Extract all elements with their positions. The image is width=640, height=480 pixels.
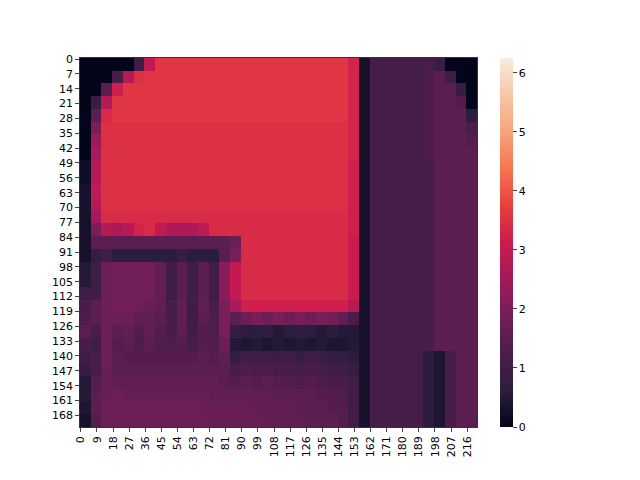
svg-text:28: 28 [59, 112, 73, 125]
svg-text:54: 54 [171, 436, 184, 450]
svg-text:90: 90 [235, 436, 248, 450]
svg-text:126: 126 [300, 436, 313, 457]
svg-text:147: 147 [52, 365, 73, 378]
svg-text:198: 198 [429, 436, 442, 457]
svg-text:45: 45 [155, 436, 168, 450]
svg-text:36: 36 [139, 436, 152, 450]
svg-text:171: 171 [380, 436, 393, 457]
svg-text:70: 70 [59, 201, 73, 214]
svg-text:108: 108 [268, 436, 281, 457]
svg-text:4: 4 [519, 185, 526, 198]
svg-text:1: 1 [519, 362, 526, 375]
svg-text:98: 98 [59, 261, 73, 274]
svg-text:3: 3 [519, 244, 526, 257]
svg-text:56: 56 [59, 172, 73, 185]
svg-text:0: 0 [66, 53, 73, 66]
svg-text:140: 140 [52, 350, 73, 363]
svg-text:91: 91 [59, 246, 73, 259]
svg-text:112: 112 [52, 290, 73, 303]
svg-text:144: 144 [332, 436, 345, 457]
svg-text:126: 126 [52, 320, 73, 333]
svg-text:119: 119 [52, 305, 73, 318]
svg-text:6: 6 [519, 67, 526, 80]
svg-text:7: 7 [66, 68, 73, 81]
svg-text:117: 117 [284, 436, 297, 457]
svg-text:207: 207 [445, 436, 458, 457]
svg-text:180: 180 [396, 436, 409, 457]
svg-text:72: 72 [203, 436, 216, 450]
svg-text:63: 63 [187, 436, 200, 450]
svg-text:63: 63 [59, 187, 73, 200]
svg-text:153: 153 [348, 436, 361, 457]
svg-text:0: 0 [74, 436, 87, 443]
svg-text:135: 135 [316, 436, 329, 457]
svg-text:0: 0 [519, 421, 526, 434]
svg-text:161: 161 [52, 394, 73, 407]
svg-text:162: 162 [364, 436, 377, 457]
svg-text:14: 14 [59, 83, 73, 96]
svg-text:154: 154 [52, 380, 73, 393]
svg-text:49: 49 [59, 157, 73, 170]
svg-text:2: 2 [519, 303, 526, 316]
svg-text:216: 216 [461, 436, 474, 457]
svg-text:9: 9 [91, 436, 104, 443]
svg-text:5: 5 [519, 126, 526, 139]
svg-text:133: 133 [52, 335, 73, 348]
svg-text:35: 35 [59, 127, 73, 140]
svg-text:42: 42 [59, 142, 73, 155]
svg-text:21: 21 [59, 97, 73, 110]
svg-text:189: 189 [412, 436, 425, 457]
svg-text:18: 18 [107, 436, 120, 450]
svg-text:84: 84 [59, 231, 73, 244]
svg-text:168: 168 [52, 409, 73, 422]
svg-text:81: 81 [219, 436, 232, 450]
svg-text:105: 105 [52, 276, 73, 289]
svg-text:27: 27 [123, 436, 136, 450]
svg-text:77: 77 [59, 216, 73, 229]
svg-text:99: 99 [252, 436, 265, 450]
